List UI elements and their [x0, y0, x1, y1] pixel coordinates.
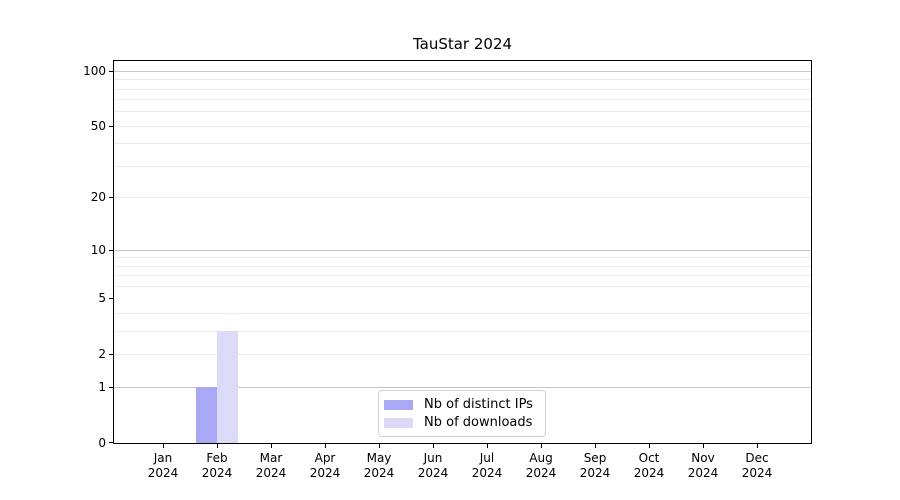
x-tick-label: Feb 2024: [187, 451, 247, 481]
major-gridline: [114, 387, 811, 388]
legend-label-distinct-ips: Nb of distinct IPs: [424, 397, 533, 412]
minor-gridline: [114, 99, 811, 100]
major-gridline: [114, 71, 811, 72]
x-tick-label: Sep 2024: [565, 451, 625, 481]
x-tick-mark: [649, 444, 650, 448]
x-tick-label-year: 2024: [471, 466, 503, 480]
y-tick-label: 10: [90, 243, 106, 257]
x-axis: Jan 2024 Feb 2024 Mar 2024 Apr 2024 May 2024 Jun 20…: [114, 61, 811, 480]
x-tick-mark: [163, 444, 164, 448]
x-tick-label: Jun 2024: [403, 451, 463, 481]
gridlines-layer: [114, 61, 811, 443]
minor-gridline: [114, 166, 811, 167]
legend-swatch-distinct-ips-icon: [384, 399, 413, 410]
minor-gridline: [114, 275, 811, 276]
x-tick-label-year: 2024: [633, 466, 665, 480]
minor-gridline: [114, 331, 811, 332]
x-tick-label: Jul 2024: [457, 451, 517, 481]
x-tick-label: Jan 2024: [133, 451, 193, 481]
x-tick-mark: [703, 444, 704, 448]
x-tick-mark: [325, 444, 326, 448]
x-tick-label-year: 2024: [201, 466, 233, 480]
y-tick-label: 100: [83, 64, 106, 78]
bars-layer: [114, 61, 811, 443]
x-tick-label-year: 2024: [147, 466, 179, 480]
legend-label-downloads: Nb of downloads: [424, 415, 533, 430]
legend-item-downloads: Nb of downloads: [384, 415, 537, 430]
x-tick-label: Oct 2024: [619, 451, 679, 481]
y-tick-mark: [109, 197, 114, 198]
x-tick-label: Aug 2024: [511, 451, 571, 481]
x-tick-mark: [217, 444, 218, 448]
x-tick-label: May 2024: [349, 451, 409, 481]
y-tick-mark: [109, 126, 114, 127]
y-tick-mark: [109, 387, 114, 388]
y-tick-mark: [109, 442, 114, 443]
y-tick-mark: [109, 250, 114, 251]
y-tick-label: 2: [98, 347, 106, 361]
legend-item-distinct-ips: Nb of distinct IPs: [384, 397, 537, 412]
x-tick-label-year: 2024: [309, 466, 341, 480]
y-tick-label: 5: [98, 291, 106, 305]
minor-gridline: [114, 354, 811, 355]
y-tick-mark: [109, 71, 114, 72]
minor-gridline: [114, 143, 811, 144]
y-tick-label: 1: [98, 380, 106, 394]
y-tick-label: 50: [90, 119, 106, 133]
y-tick-mark: [109, 298, 114, 299]
x-tick-label-year: 2024: [417, 466, 449, 480]
x-tick-mark: [757, 444, 758, 448]
x-tick-label: Dec 2024: [727, 451, 787, 481]
y-tick-mark: [109, 354, 114, 355]
x-tick-label-year: 2024: [579, 466, 611, 480]
x-tick-mark: [487, 444, 488, 448]
x-tick-label-year: 2024: [525, 466, 557, 480]
minor-gridline: [114, 313, 811, 314]
x-tick-label: Nov 2024: [673, 451, 733, 481]
x-tick-label: Mar 2024: [241, 451, 301, 481]
x-tick-mark: [433, 444, 434, 448]
x-tick-mark: [541, 444, 542, 448]
legend: Nb of distinct IPs Nb of downloads: [378, 390, 546, 437]
bar-nb-of-distinct-ips: [196, 387, 217, 443]
major-gridline: [114, 250, 811, 251]
minor-gridline: [114, 126, 811, 127]
chart-title: TauStar 2024: [412, 35, 513, 53]
x-tick-label-year: 2024: [255, 466, 287, 480]
y-axis: 0 1 2 5 10 20 50 100: [83, 61, 811, 450]
x-tick-mark: [379, 444, 380, 448]
y-tick-label: 0: [98, 436, 106, 450]
minor-gridline: [114, 111, 811, 112]
x-tick-label-year: 2024: [363, 466, 395, 480]
x-tick-label: Apr 2024: [295, 451, 355, 481]
x-tick-mark: [595, 444, 596, 448]
x-tick-label-year: 2024: [741, 466, 773, 480]
plot-area: 0 1 2 5 10 20 50 100 Jan 2024 Feb 2024 Mar 2024 Apr 20…: [83, 60, 812, 480]
minor-gridline: [114, 197, 811, 198]
x-tick-mark: [271, 444, 272, 448]
minor-gridline: [114, 257, 811, 258]
minor-gridline: [114, 79, 811, 80]
minor-gridline: [114, 266, 811, 267]
legend-swatch-downloads-icon: [384, 417, 413, 428]
y-tick-label: 20: [90, 190, 106, 204]
minor-gridline: [114, 286, 811, 287]
x-tick-label-year: 2024: [687, 466, 719, 480]
bar-nb-of-downloads: [217, 331, 238, 443]
minor-gridline: [114, 89, 811, 90]
